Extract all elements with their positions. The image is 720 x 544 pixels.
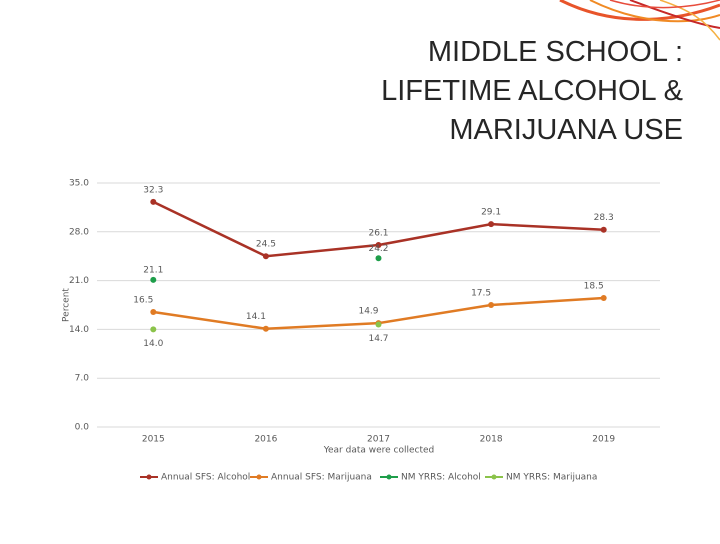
point: [262, 253, 269, 260]
decoration: [559, 0, 720, 41]
data-label: 32.3: [143, 185, 163, 195]
x-tick-label: 2015: [142, 435, 165, 445]
legend-label: Annual SFS: Marijuana: [271, 473, 372, 483]
point: [262, 325, 269, 332]
data-label: 24.2: [368, 244, 388, 254]
point: [150, 308, 157, 315]
data-label: 17.5: [471, 289, 491, 299]
point: [488, 221, 495, 228]
y-tick-label: 7.0: [75, 374, 90, 384]
legend-marker: [256, 474, 262, 480]
data-label: 28.3: [594, 213, 614, 223]
data-label: 14.7: [368, 334, 388, 344]
data-label: 14.9: [358, 307, 378, 317]
x-axis-label: Year data were collected: [323, 446, 435, 456]
point: [150, 276, 157, 283]
data-label: 14.0: [143, 339, 163, 349]
data-label: 21.1: [143, 265, 163, 275]
point: [375, 242, 382, 249]
legend-marker: [491, 474, 497, 480]
y-tick-label: 28.0: [69, 227, 89, 237]
x-tick-label: 2019: [592, 435, 615, 445]
data-label: 14.1: [246, 312, 266, 322]
point: [488, 302, 495, 308]
point: [150, 326, 157, 333]
point: [375, 321, 382, 328]
point: [375, 255, 382, 262]
legend-label: NM YRRS: Marijuana: [506, 473, 597, 483]
y-tick-label: 21.0: [69, 276, 89, 286]
point: [150, 198, 157, 205]
x-tick-label: 2018: [480, 435, 503, 445]
point: [600, 226, 607, 233]
point: [600, 295, 607, 302]
chart-title: MIDDLE SCHOOL : LIFETIME ALCOHOL & MARIJUA…: [381, 36, 683, 146]
data-label: 26.1: [368, 229, 388, 239]
data-label: 16.5: [133, 295, 153, 305]
y-axis-label: Percent: [62, 288, 72, 322]
legend-marker: [386, 474, 392, 480]
y-tick-label: 35.0: [69, 179, 89, 189]
legend-marker: [146, 474, 152, 480]
x-tick-label: 2017: [367, 435, 390, 445]
x-tick-label: 2016: [254, 435, 277, 445]
y-tick-label: 0.0: [75, 423, 90, 433]
y-tick-label: 14.0: [69, 325, 89, 335]
data-label: 29.1: [481, 208, 501, 218]
legend-label: NM YRRS: Alcohol: [401, 473, 481, 483]
legend-label: Annual SFS: Alcohol: [161, 473, 250, 483]
data-label: 24.5: [256, 240, 276, 250]
data-label: 18.5: [584, 282, 604, 292]
